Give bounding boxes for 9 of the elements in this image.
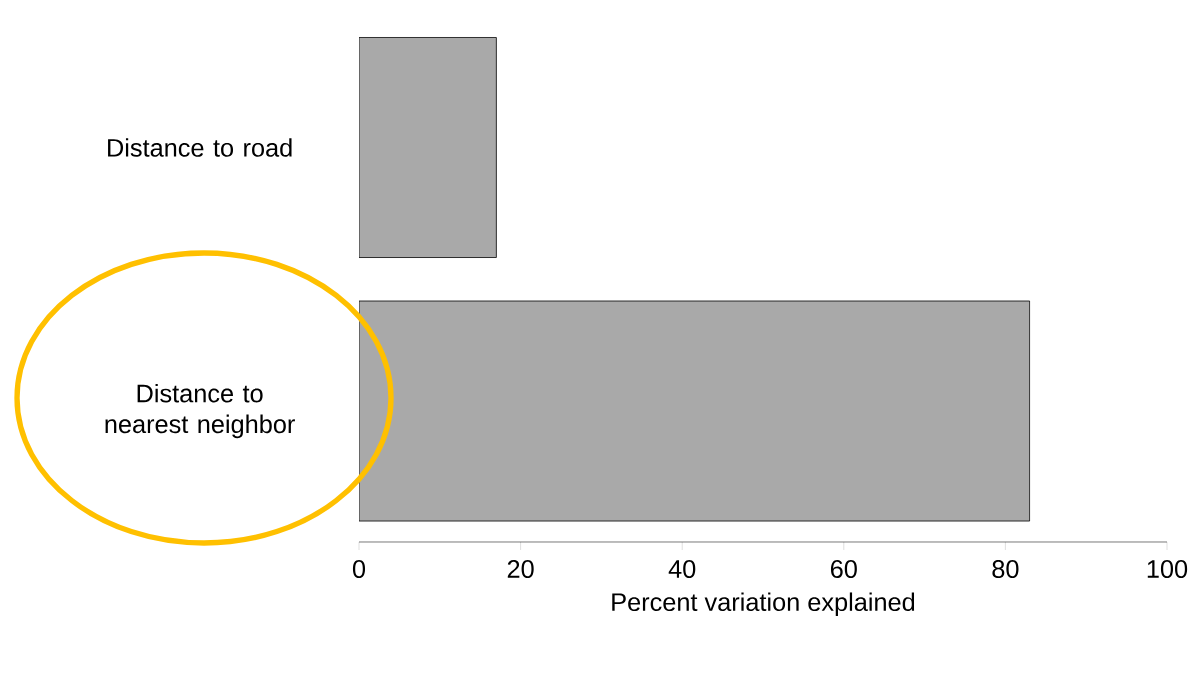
- x-tick-label: 40: [668, 560, 696, 578]
- x-tick-label: 100: [1147, 560, 1188, 578]
- x-tick-label: 60: [830, 560, 857, 578]
- y-tick-label: Distance to nearest neighbor: [105, 383, 295, 439]
- x-axis-title: Percent variation explained: [612, 592, 915, 617]
- x-tick-label: 0: [352, 560, 366, 578]
- x-tick-label: 80: [992, 560, 1019, 578]
- x-tick-label: 20: [507, 560, 534, 578]
- y-tick-label: Distance to road: [108, 138, 292, 157]
